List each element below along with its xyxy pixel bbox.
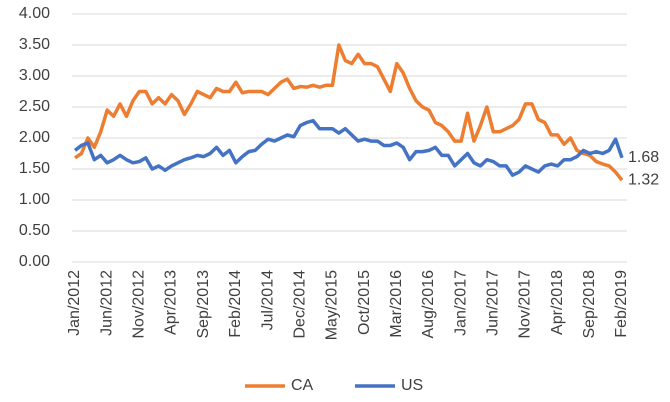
x-tick-label: Feb/2014 bbox=[227, 270, 244, 338]
y-tick-label: 3.00 bbox=[19, 67, 50, 84]
y-tick-label: 4.00 bbox=[19, 5, 50, 22]
x-tick-label: Nov/2012 bbox=[131, 270, 148, 339]
x-tick-label: Sep/2018 bbox=[581, 270, 598, 339]
x-tick-label: Dec/2014 bbox=[291, 270, 308, 339]
x-tick-label: Jun/2017 bbox=[485, 270, 502, 336]
x-tick-label: Jan/2017 bbox=[452, 270, 469, 336]
y-tick-label: 0.50 bbox=[19, 222, 50, 239]
x-tick-label: Oct/2015 bbox=[356, 270, 373, 335]
x-tick-label: Apr/2018 bbox=[549, 270, 566, 335]
y-tick-label: 1.00 bbox=[19, 191, 50, 208]
y-tick-label: 0.00 bbox=[19, 253, 50, 270]
x-tick-label: May/2015 bbox=[324, 270, 341, 340]
y-tick-label: 3.50 bbox=[19, 36, 50, 53]
data-label: 1.68 bbox=[628, 149, 659, 166]
series-line bbox=[74, 43, 624, 182]
x-tick-label: Mar/2016 bbox=[388, 270, 405, 338]
y-tick-label: 2.50 bbox=[19, 98, 50, 115]
data-label: 1.32 bbox=[628, 171, 659, 188]
series-line bbox=[73, 118, 624, 177]
y-tick-label: 2.00 bbox=[19, 129, 50, 146]
x-tick-label: Feb/2019 bbox=[613, 270, 630, 338]
legend-label: US bbox=[401, 377, 423, 394]
x-tick-label: Jan/2012 bbox=[66, 270, 83, 336]
y-tick-label: 1.50 bbox=[19, 160, 50, 177]
x-tick-label: Apr/2013 bbox=[163, 270, 180, 335]
x-tick-label: Aug/2016 bbox=[420, 270, 437, 339]
legend-label: CA bbox=[291, 377, 314, 394]
x-tick-label: Jul/2014 bbox=[259, 270, 276, 331]
x-tick-label: Nov/2017 bbox=[517, 270, 534, 339]
x-tick-label: Sep/2013 bbox=[195, 270, 212, 339]
x-tick-label: Jun/2012 bbox=[98, 270, 115, 336]
